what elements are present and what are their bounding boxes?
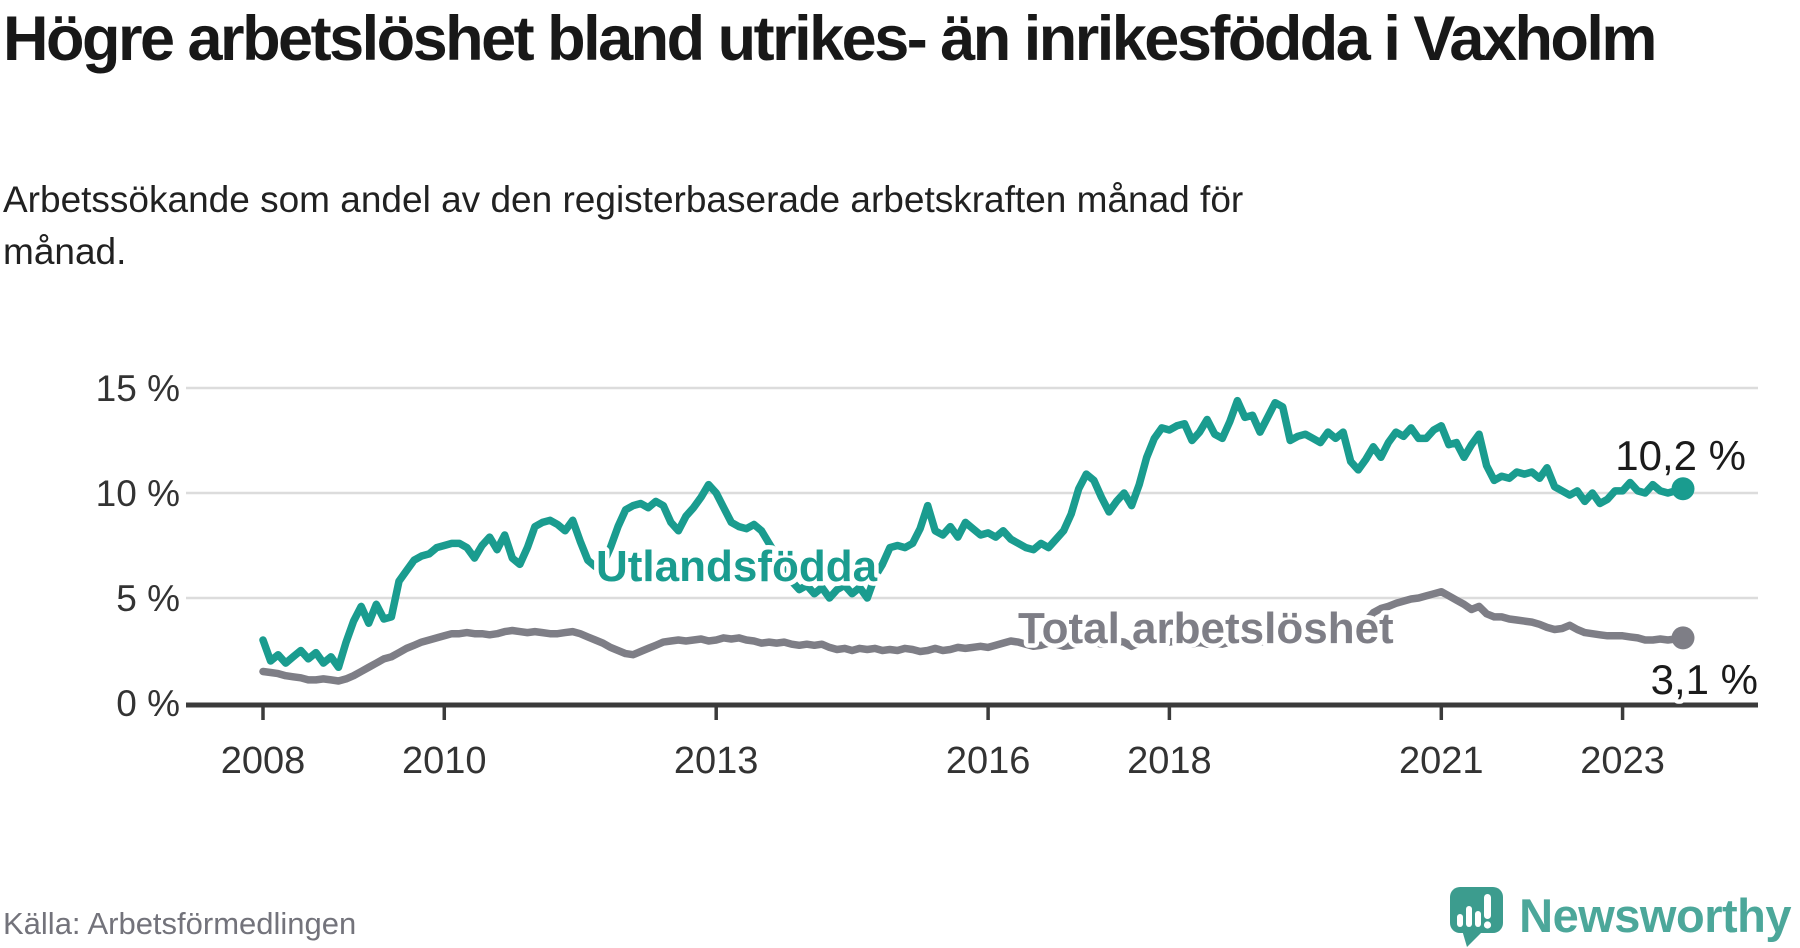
y-tick-label: 0 % xyxy=(116,683,180,724)
y-tick-label: 15 % xyxy=(96,368,180,409)
gridlines xyxy=(186,386,1758,600)
source-note: Källa: Arbetsförmedlingen xyxy=(3,906,357,941)
subtitle: Arbetssökande som andel av den registerb… xyxy=(3,179,1244,272)
total-end-value: 3,1 % xyxy=(1651,656,1758,703)
utlandsfodda-series-label: Utlandsfödda xyxy=(596,542,878,591)
utlandsfodda-end-dot xyxy=(1671,477,1695,501)
x-tick-labels: 2008 2010 2013 2016 2018 2021 2023 xyxy=(221,740,1665,782)
y-tick-labels: 0 % 5 % 10 % 15 % xyxy=(96,368,180,724)
newsworthy-wordmark: Newsworthy xyxy=(1519,889,1791,942)
utlandsfodda-end-value: 10,2 % xyxy=(1615,432,1746,479)
x-ticks xyxy=(261,707,1625,720)
y-tick-label: 10 % xyxy=(96,473,180,514)
newsworthy-logo-icon xyxy=(1450,887,1504,947)
page-title: Högre arbetslöshet bland utrikes- än inr… xyxy=(3,4,1657,74)
newsworthy-branding: Newsworthy xyxy=(1449,886,1791,948)
x-tick-label: 2021 xyxy=(1399,740,1484,782)
exclamation-bar xyxy=(1484,894,1492,919)
x-tick-label: 2023 xyxy=(1580,740,1665,782)
x-tick-label: 2010 xyxy=(402,740,487,782)
x-tick-label: 2018 xyxy=(1127,740,1212,782)
x-tick-label: 2013 xyxy=(674,740,759,782)
utlandsfodda-line xyxy=(259,396,1687,672)
total-end-dot xyxy=(1671,626,1695,650)
total-line xyxy=(259,587,1687,685)
x-tick-label: 2016 xyxy=(946,740,1031,782)
exclamation-dot xyxy=(1484,921,1492,929)
y-tick-label: 5 % xyxy=(116,578,180,619)
total-series-label: Total arbetslöshet xyxy=(1018,604,1394,653)
speech-bubble-tail xyxy=(1462,930,1485,947)
bar-3 xyxy=(1475,911,1482,927)
x-tick-label: 2008 xyxy=(221,740,306,782)
bar-1 xyxy=(1457,914,1464,927)
bar-2 xyxy=(1466,906,1473,927)
